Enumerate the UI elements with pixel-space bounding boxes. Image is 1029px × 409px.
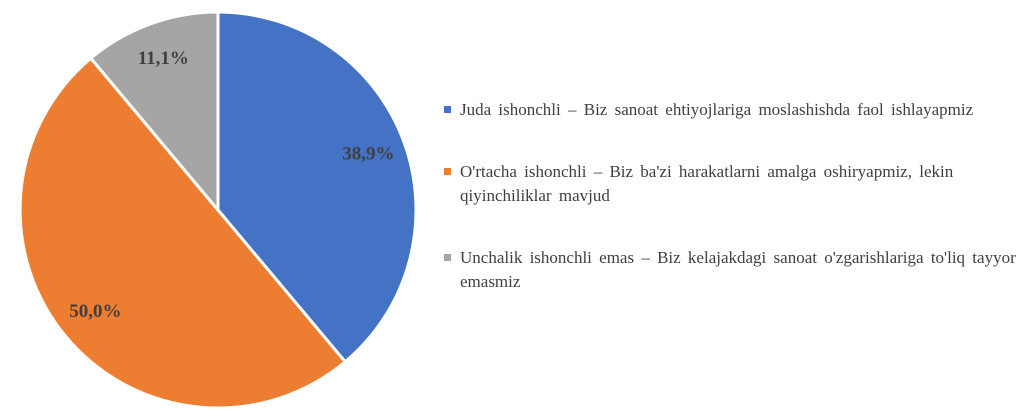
pie-slice (88, 10, 220, 215)
chart: 38,9% 50,0% 11,1% (18, 10, 418, 409)
data-label: 50,0% (69, 301, 121, 322)
legend-swatch (444, 106, 451, 113)
data-label: 11,1% (138, 48, 189, 69)
legend-label: Unchalik ishonchli emas – Biz kelajakdag… (460, 248, 1016, 291)
legend-item: Juda ishonchli – Biz sanoat ehtiyojlarig… (444, 98, 1024, 122)
data-label: 38,9% (342, 144, 394, 165)
legend-label: O'rtacha ishonchli – Biz ba'zi harakatla… (460, 162, 954, 205)
pie-slice (18, 56, 348, 409)
legend-swatch (444, 254, 451, 261)
legend-item: O'rtacha ishonchli – Biz ba'zi harakatla… (444, 160, 1024, 208)
pie-slice (216, 10, 418, 364)
legend-item: Unchalik ishonchli emas – Biz kelajakdag… (444, 246, 1024, 294)
legend: Juda ishonchli – Biz sanoat ehtiyojlarig… (444, 98, 1024, 332)
legend-label: Juda ishonchli – Biz sanoat ehtiyojlarig… (460, 100, 974, 119)
legend-swatch (444, 168, 451, 175)
